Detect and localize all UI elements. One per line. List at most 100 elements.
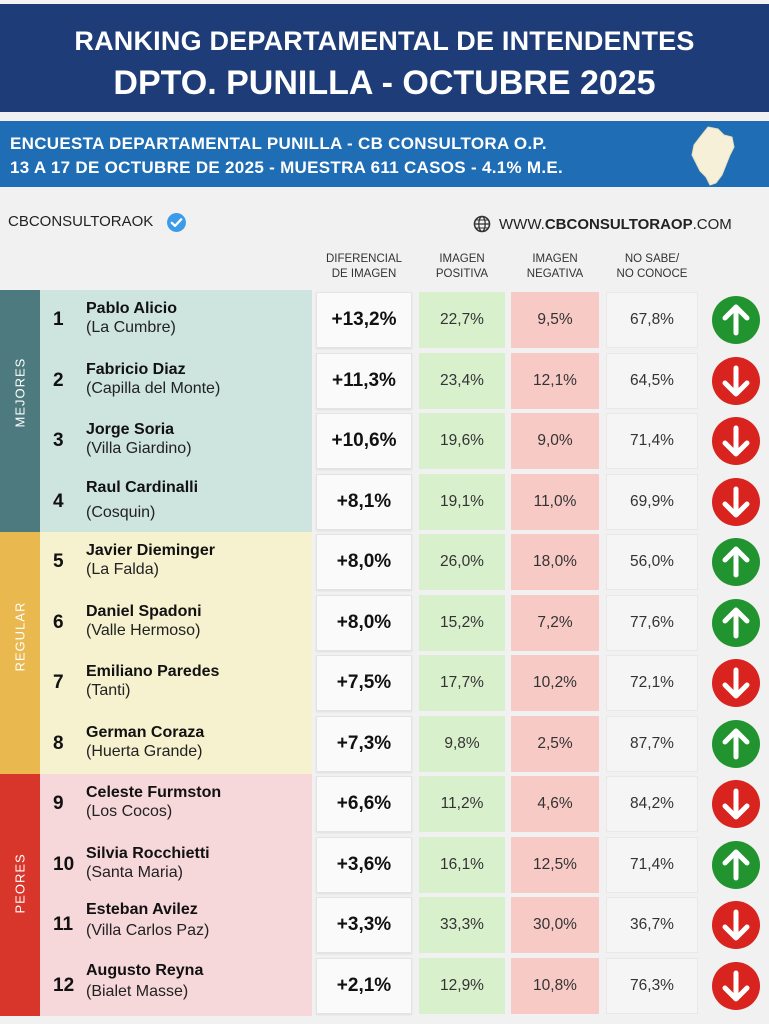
mayor-town: (Bialet Masse) xyxy=(86,983,189,1000)
positive-image-cell: 19,1% xyxy=(419,474,505,530)
table-row: 7 Emiliano Paredes (Tanti) xyxy=(40,653,312,714)
no-sabe-cell: 72,1% xyxy=(606,655,698,711)
group-band-peores xyxy=(0,774,40,1016)
column-header-negative-line2: NEGATIVA xyxy=(526,268,584,280)
mayor-name: Raul Cardinalli xyxy=(86,479,199,496)
rank-number: 1 xyxy=(53,309,64,330)
mayor-town: (Santa Maria) xyxy=(86,864,183,881)
trend-down-arrow-icon xyxy=(712,417,760,465)
mayor-town: (Los Cocos) xyxy=(86,803,173,820)
negative-image-cell: 9,5% xyxy=(511,292,599,348)
mayor-town: (Cosquin) xyxy=(86,504,156,521)
mayor-name: Augusto Reyna xyxy=(86,962,204,979)
rank-number: 9 xyxy=(53,793,64,814)
mayor-town: (Huerta Grande) xyxy=(86,743,203,760)
negative-image-cell: 11,0% xyxy=(511,474,599,530)
trend-up-arrow-icon xyxy=(712,599,760,647)
positive-image-cell: 22,7% xyxy=(419,292,505,348)
rank-number: 12 xyxy=(53,975,75,996)
mayor-name: Esteban Avilez xyxy=(86,901,198,918)
group-label-mejores: MEJORES xyxy=(12,357,28,428)
no-sabe-cell: 71,4% xyxy=(606,413,698,469)
no-sabe-cell: 56,0% xyxy=(606,534,698,590)
mayor-name: Emiliano Paredes xyxy=(86,663,220,680)
globe-icon xyxy=(473,215,491,233)
negative-image-cell: 12,5% xyxy=(511,837,599,893)
image-differential-cell: +11,3% xyxy=(316,353,412,409)
mayor-town: (Tanti) xyxy=(86,682,131,699)
column-header-negative-line1: IMAGEN xyxy=(532,253,578,265)
negative-image-cell: 10,8% xyxy=(511,958,599,1014)
mayor-town: (Capilla del Monte) xyxy=(86,380,221,397)
survey-info-bar: ENCUESTA DEPARTAMENTAL PUNILLA - CB CONS… xyxy=(0,121,769,187)
image-differential-cell: +6,6% xyxy=(316,776,412,832)
column-header-no-sabe-line1: NO SABE/ xyxy=(624,253,680,265)
negative-image-cell: 2,5% xyxy=(511,716,599,772)
table-row: 1 Pablo Alicio (La Cumbre) xyxy=(40,290,312,351)
mayor-town: (La Cumbre) xyxy=(86,319,176,336)
no-sabe-cell: 87,7% xyxy=(606,716,698,772)
trend-up-arrow-icon xyxy=(712,841,760,889)
trend-up-arrow-icon xyxy=(712,720,760,768)
trend-down-arrow-icon xyxy=(712,780,760,828)
title-line2: DPTO. PUNILLA - OCTUBRE 2025 xyxy=(113,64,656,102)
rank-number: 5 xyxy=(53,551,64,572)
website-link[interactable]: WWW.CBCONSULTORAOP.COM xyxy=(499,216,732,233)
positive-image-cell: 23,4% xyxy=(419,353,505,409)
image-differential-cell: +8,0% xyxy=(316,534,412,590)
mayor-name: Daniel Spadoni xyxy=(86,603,202,620)
brand-handle: CBCONSULTORAOK xyxy=(8,213,154,230)
group-label-regular: REGULAR xyxy=(12,601,28,672)
column-header-diff-line2: DE IMAGEN xyxy=(331,268,397,280)
column-header-no-sabe-line2: NO CONOCE xyxy=(616,268,688,280)
image-differential-cell: +13,2% xyxy=(316,292,412,348)
positive-image-cell: 26,0% xyxy=(419,534,505,590)
positive-image-cell: 15,2% xyxy=(419,595,505,651)
website-domain: CBCONSULTORAOP xyxy=(544,216,693,233)
no-sabe-cell: 77,6% xyxy=(606,595,698,651)
positive-image-cell: 16,1% xyxy=(419,837,505,893)
image-differential-cell: +3,6% xyxy=(316,837,412,893)
group-label-peores: PEORES xyxy=(12,853,28,914)
trend-up-arrow-icon xyxy=(712,296,760,344)
mayor-town: (Villa Giardino) xyxy=(86,440,192,457)
column-header-negative: IMAGEN NEGATIVA xyxy=(507,252,603,282)
no-sabe-cell: 69,9% xyxy=(606,474,698,530)
no-sabe-cell: 67,8% xyxy=(606,292,698,348)
no-sabe-cell: 76,3% xyxy=(606,958,698,1014)
verified-badge-icon xyxy=(167,213,186,232)
mayor-name: Pablo Alicio xyxy=(86,300,177,317)
negative-image-cell: 12,1% xyxy=(511,353,599,409)
trend-down-arrow-icon xyxy=(712,962,760,1010)
positive-image-cell: 19,6% xyxy=(419,413,505,469)
image-differential-cell: +8,0% xyxy=(316,595,412,651)
table-row: 5 Javier Dieminger (La Falda) xyxy=(40,532,312,593)
image-differential-cell: +7,3% xyxy=(316,716,412,772)
rank-number: 10 xyxy=(53,854,75,875)
rank-number: 7 xyxy=(53,672,64,693)
group-band-regular xyxy=(0,532,40,774)
negative-image-cell: 10,2% xyxy=(511,655,599,711)
image-differential-cell: +8,1% xyxy=(316,474,412,530)
mayor-name: Silvia Rocchietti xyxy=(86,845,210,862)
column-header-positive: IMAGEN POSITIVA xyxy=(414,252,510,282)
no-sabe-cell: 64,5% xyxy=(606,353,698,409)
negative-image-cell: 18,0% xyxy=(511,534,599,590)
column-header-diff-line1: DIFERENCIAL xyxy=(325,253,403,265)
no-sabe-cell: 71,4% xyxy=(606,837,698,893)
mayor-name: German Coraza xyxy=(86,724,205,741)
table-row: 11 Esteban Avilez (Villa Carlos Paz) xyxy=(40,895,312,956)
table-row: 4 Raul Cardinalli (Cosquin) xyxy=(40,472,312,532)
positive-image-cell: 33,3% xyxy=(419,897,505,953)
table-row: 2 Fabricio Diaz (Capilla del Monte) xyxy=(40,351,312,411)
rank-number: 4 xyxy=(53,491,64,512)
mayor-name: Javier Dieminger xyxy=(86,542,215,559)
column-header-diff: DIFERENCIAL DE IMAGEN xyxy=(316,252,412,282)
image-differential-cell: +10,6% xyxy=(316,413,412,469)
positive-image-cell: 17,7% xyxy=(419,655,505,711)
column-header-positive-line1: IMAGEN xyxy=(439,253,485,265)
table-row: 9 Celeste Furmston (Los Cocos) xyxy=(40,774,312,835)
trend-down-arrow-icon xyxy=(712,357,760,405)
image-differential-cell: +2,1% xyxy=(316,958,412,1014)
positive-image-cell: 11,2% xyxy=(419,776,505,832)
